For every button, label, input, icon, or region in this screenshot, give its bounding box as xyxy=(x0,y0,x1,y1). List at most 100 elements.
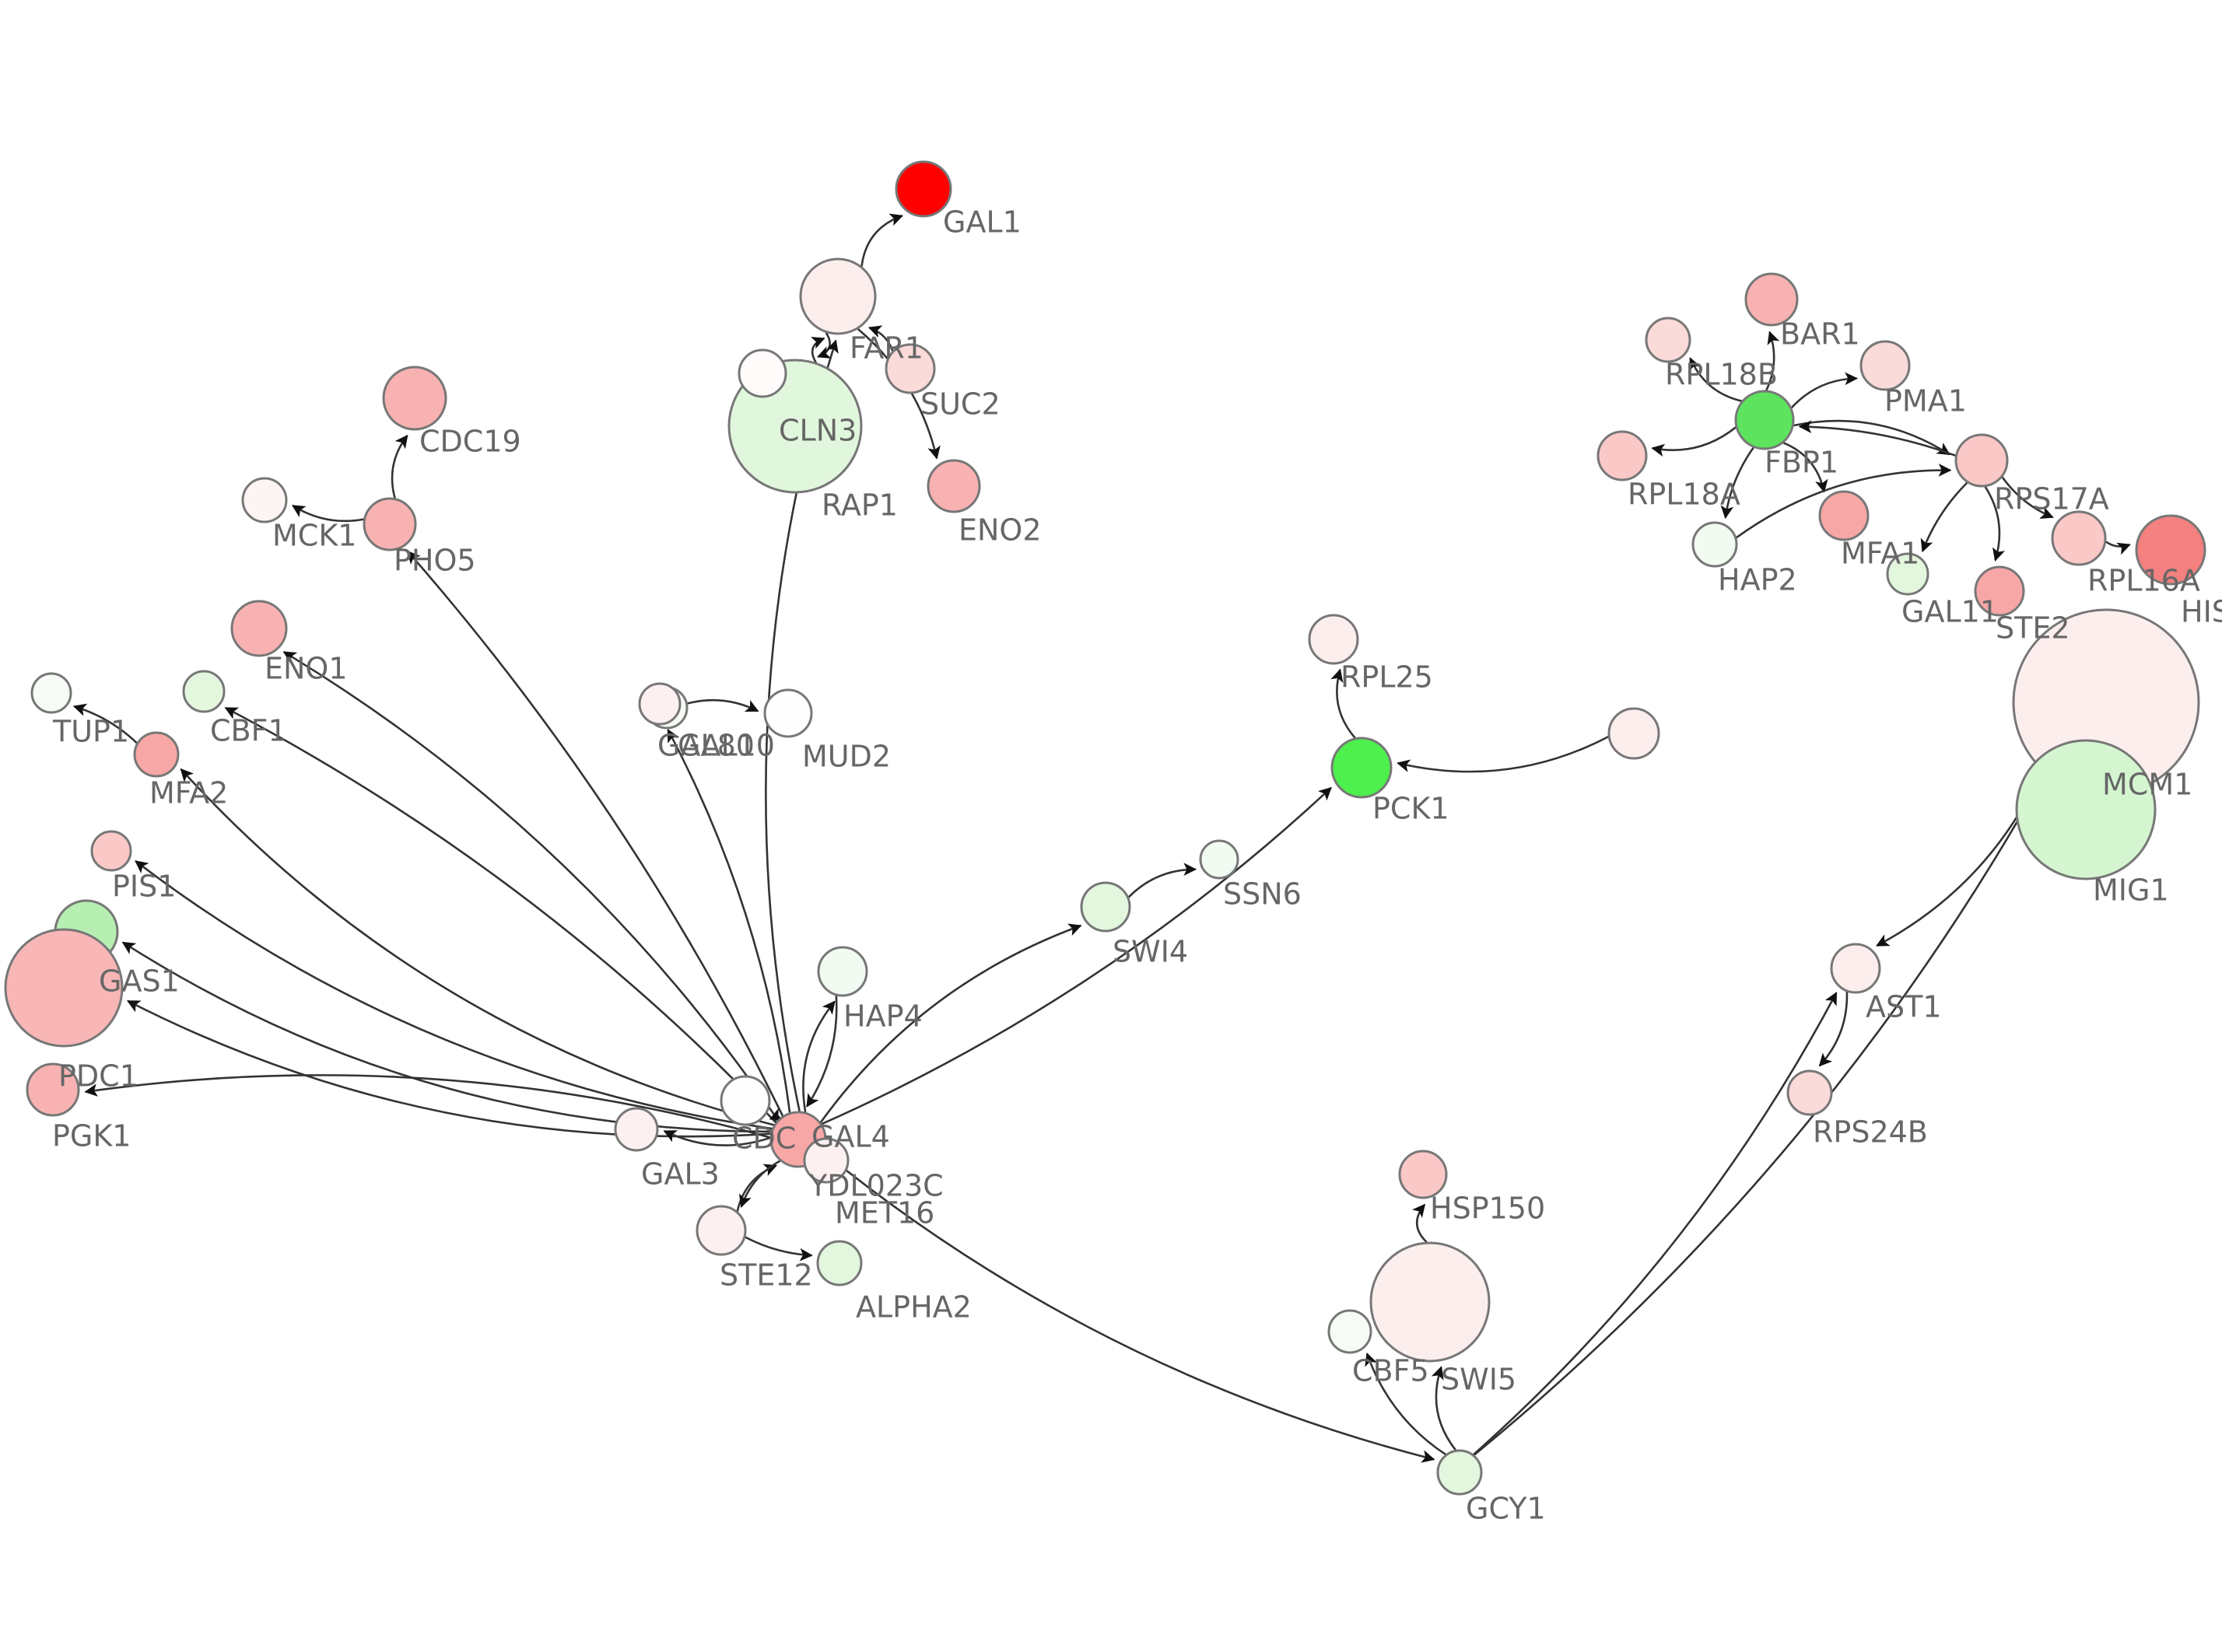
node-MCK1[interactable] xyxy=(241,477,288,523)
node-MIG1[interactable] xyxy=(2015,739,2157,880)
node-SUC2[interactable] xyxy=(885,343,936,394)
node-circle-PHO5[interactable] xyxy=(363,497,417,551)
node-circle-STE2[interactable] xyxy=(1974,565,2025,617)
edge-GAL4-to-GAL3[interactable] xyxy=(663,1130,771,1146)
node-circle-HSP150[interactable] xyxy=(1398,1150,1448,1199)
edge-FAR1-to-GAL1[interactable] xyxy=(860,213,904,267)
edge-HAP4-to-GAL4[interactable] xyxy=(806,995,838,1108)
edge-FAR1-to-CLN3[interactable] xyxy=(816,331,832,359)
node-circle-YDL023C[interactable] xyxy=(803,1137,850,1184)
edge-GAL4-to-CBF1[interactable] xyxy=(224,706,777,1124)
edge-FBP1-to-BAR1[interactable] xyxy=(1765,331,1780,391)
node-circle-FAR1[interactable] xyxy=(799,257,877,335)
node-circle-GAL80[interactable] xyxy=(638,682,682,726)
node-circle-STE12[interactable] xyxy=(696,1205,747,1256)
edge-GAL4-to-STE12[interactable] xyxy=(738,1160,781,1208)
node-circle-TUP1[interactable] xyxy=(30,672,72,714)
node-circle-MCK1[interactable] xyxy=(241,477,288,523)
node-SWI4[interactable] xyxy=(1080,881,1131,933)
node-MFA2[interactable] xyxy=(133,731,180,778)
node-circle-MIGPART[interactable] xyxy=(1607,707,1660,760)
edge-GAL4-to-PDC1[interactable] xyxy=(126,999,771,1138)
node-RAP1[interactable] xyxy=(738,348,787,398)
node-PGK1[interactable] xyxy=(26,1062,80,1117)
edge-GAL4-to-PHO5[interactable] xyxy=(407,550,784,1117)
edge-GAL4-to-SWI4[interactable] xyxy=(819,923,1082,1124)
node-circle-PIS1[interactable] xyxy=(90,830,132,872)
node-HAP4[interactable] xyxy=(817,946,868,997)
node-PHO5[interactable] xyxy=(363,497,417,551)
node-HSP150[interactable] xyxy=(1398,1150,1448,1199)
node-circle-PCK1[interactable] xyxy=(1330,737,1393,799)
edge-FBP1-to-RPS17A[interactable] xyxy=(1793,419,1950,456)
node-circle-CDC[interactable] xyxy=(720,1075,771,1126)
node-GCY1[interactable] xyxy=(1436,1449,1483,1496)
edge-PHO5-to-CDC19[interactable] xyxy=(391,434,408,499)
node-SWI5[interactable] xyxy=(1369,1241,1491,1363)
edge-GCY1-to-CBF5[interactable] xyxy=(1365,1352,1446,1456)
node-HIS4[interactable] xyxy=(2135,514,2206,586)
node-circle-CDC19[interactable] xyxy=(382,366,447,431)
node-MFA1[interactable] xyxy=(1818,490,1870,541)
node-circle-CBF1[interactable] xyxy=(182,670,226,713)
edge-RPS17A-to-FBP1[interactable] xyxy=(1798,420,1957,457)
node-circle-ENO2[interactable] xyxy=(927,459,981,513)
edge-STE12-to-ALPHA2[interactable] xyxy=(745,1236,813,1262)
node-FBP1[interactable] xyxy=(1734,390,1795,450)
node-STE12[interactable] xyxy=(696,1205,747,1256)
edge-GAL4-to-ENO1[interactable] xyxy=(282,651,779,1121)
node-PCK1[interactable] xyxy=(1330,737,1393,799)
node-CBF5[interactable] xyxy=(1327,1309,1372,1354)
node-GAL3[interactable] xyxy=(614,1107,659,1152)
node-circle-AST1[interactable] xyxy=(1830,943,1881,994)
edge-SWI5-to-HSP150[interactable] xyxy=(1412,1203,1428,1244)
node-circle-RPL18B[interactable] xyxy=(1645,317,1691,363)
node-circle-SWI5[interactable] xyxy=(1369,1241,1491,1363)
node-circle-ENO1[interactable] xyxy=(230,600,288,657)
edge-FBP1-to-RPL18B[interactable] xyxy=(1688,357,1743,402)
node-circle-FBP1[interactable] xyxy=(1734,390,1795,450)
node-circle-RPS17A[interactable] xyxy=(1954,433,2009,488)
node-circle-MUD2[interactable] xyxy=(763,688,813,738)
node-RPL18A[interactable] xyxy=(1596,430,1648,481)
node-circle-PGK1[interactable] xyxy=(26,1062,80,1117)
node-circle-HAP2[interactable] xyxy=(1691,521,1738,568)
edge-GAL4-to-MFA2[interactable] xyxy=(180,768,775,1126)
node-circle-SWI4[interactable] xyxy=(1080,881,1131,933)
edge-FBP1-to-MFA1[interactable] xyxy=(1782,442,1828,493)
node-circle-GAL11[interactable] xyxy=(1886,552,1929,596)
node-circle-PMA1[interactable] xyxy=(1859,340,1911,391)
node-circle-GAL3[interactable] xyxy=(614,1107,659,1152)
edge-PHO5-to-MCK1[interactable] xyxy=(292,504,364,523)
node-PDC1[interactable] xyxy=(4,928,124,1048)
node-circle-RPL16A[interactable] xyxy=(2051,510,2107,566)
node-YDL023C[interactable] xyxy=(803,1137,850,1184)
node-GAL1[interactable] xyxy=(895,160,952,218)
node-circle-HAP4[interactable] xyxy=(817,946,868,997)
edge-HAP2-to-RPS17A[interactable] xyxy=(1735,464,1952,539)
edge-CLN3-to-FAR1[interactable] xyxy=(811,337,825,363)
node-circle-GCY1[interactable] xyxy=(1436,1449,1483,1496)
edge-GAL4-to-GCY1[interactable] xyxy=(822,1151,1435,1463)
node-circle-RPL25[interactable] xyxy=(1308,614,1359,665)
edge-GAL4-to-PCK1[interactable] xyxy=(821,786,1332,1125)
node-circle-SSN6[interactable] xyxy=(1199,839,1239,880)
edge-GAL4-to-HAP4[interactable] xyxy=(802,1000,836,1113)
edge-GCY1-to-MCM1[interactable] xyxy=(1473,777,2043,1456)
node-PIS1[interactable] xyxy=(90,830,132,872)
node-ALPHA2[interactable] xyxy=(816,1240,863,1286)
node-CDC[interactable] xyxy=(720,1075,771,1126)
edge-GAL4-to-GAS1[interactable] xyxy=(121,941,772,1133)
edge-RPL16A-to-HIS4[interactable] xyxy=(2105,541,2131,555)
node-GAL11[interactable] xyxy=(1886,552,1929,596)
node-circle-RPL18A[interactable] xyxy=(1596,430,1648,481)
edge-RPS17A-to-RPL16A[interactable] xyxy=(2001,476,2054,519)
edge-AST1-to-RPS24B[interactable] xyxy=(1818,991,1849,1067)
node-GAL80[interactable] xyxy=(638,682,682,726)
node-TUP1[interactable] xyxy=(30,672,72,714)
edge-GAL80-to-MUD2[interactable] xyxy=(680,698,759,712)
edge-GAL4-to-PIS1[interactable] xyxy=(135,860,773,1130)
edge-RPS17A-to-GAL11[interactable] xyxy=(1920,481,1968,553)
node-circle-MIG1[interactable] xyxy=(2015,739,2157,880)
node-BAR1[interactable] xyxy=(1744,272,1799,327)
